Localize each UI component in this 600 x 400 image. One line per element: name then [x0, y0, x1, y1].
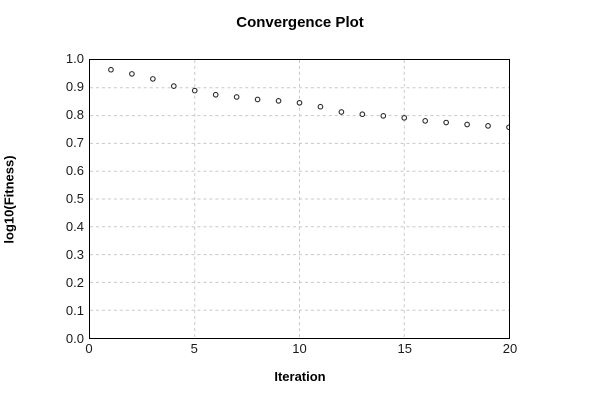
- data-point-8: [254, 96, 261, 103]
- data-point-16: [422, 118, 429, 124]
- data-point-11: [317, 103, 324, 110]
- y-axis-title: log10(Fitness): [1, 155, 17, 244]
- y-tick-label-0.1: 0.1: [65, 303, 84, 318]
- data-point-6: [212, 91, 219, 98]
- y-tick-label-0.6: 0.6: [65, 163, 84, 178]
- data-point-14: [380, 113, 387, 119]
- x-tick-label-15: 15: [397, 341, 412, 356]
- data-point-19: [485, 123, 491, 129]
- data-point-15: [401, 114, 408, 121]
- data-point-13: [359, 111, 366, 118]
- data-point-5: [191, 87, 198, 94]
- y-tick-label-0.9: 0.9: [65, 79, 84, 94]
- data-point-10: [296, 99, 303, 106]
- x-tick-label-20: 20: [502, 341, 518, 356]
- x-tick-label-10: 10: [292, 341, 307, 356]
- data-point-3: [150, 76, 156, 82]
- chart-title: Convergence Plot: [236, 14, 364, 31]
- y-tick-label-0.7: 0.7: [65, 135, 84, 150]
- y-tick-label-0.2: 0.2: [65, 275, 84, 290]
- y-tick-label-0.4: 0.4: [65, 219, 84, 234]
- x-tick-label-5: 5: [190, 341, 198, 356]
- data-point-17: [443, 119, 449, 126]
- data-point-2: [129, 71, 135, 77]
- data-point-18: [464, 121, 470, 128]
- y-tick-label-0.8: 0.8: [65, 107, 84, 122]
- data-point-1: [108, 66, 114, 73]
- data-point-7: [233, 94, 240, 100]
- y-tick-label-0.3: 0.3: [65, 247, 84, 262]
- y-tick-label-0.0: 0.0: [65, 331, 84, 346]
- plot-area: [89, 59, 510, 339]
- data-point-4: [170, 83, 177, 89]
- data-point-20: [506, 124, 509, 131]
- x-tick-label-0: 0: [85, 341, 93, 356]
- x-axis-title: Iteration: [274, 369, 326, 384]
- data-point-12: [338, 109, 345, 115]
- data-point-9: [275, 98, 282, 104]
- y-tick-label-0.5: 0.5: [65, 191, 84, 206]
- y-tick-label-1.0: 1.0: [65, 51, 84, 66]
- scatter-plot-svg: [90, 60, 509, 338]
